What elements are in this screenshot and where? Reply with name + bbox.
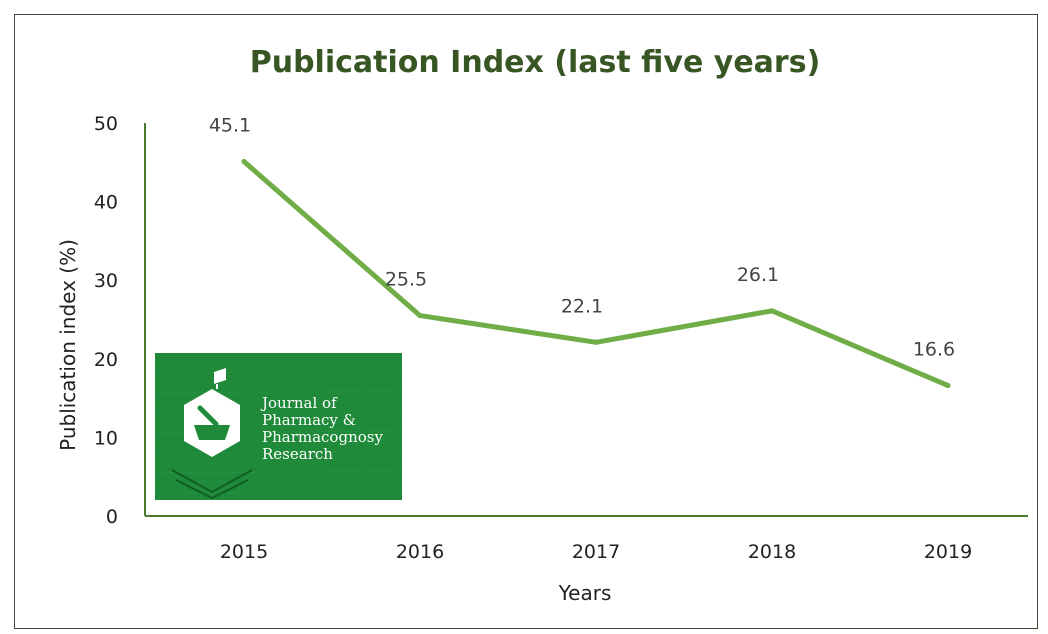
x-tick-label: 2018 (748, 541, 796, 563)
y-tick-label: 20 (94, 349, 118, 371)
data-point (593, 339, 599, 345)
data-points (241, 159, 951, 389)
y-tick-label: 50 (94, 113, 118, 135)
data-label: 25.5 (385, 269, 427, 291)
y-tick-label: 10 (94, 427, 118, 449)
x-tick-label: 2019 (924, 541, 972, 563)
chart-title: Publication Index (last five years) (250, 45, 821, 80)
x-tick-label: 2017 (572, 541, 620, 563)
x-axis-ticks: 2015 2016 2017 2018 2019 (220, 541, 972, 563)
logo-line-2: Pharmacy & (262, 411, 356, 429)
data-labels: 45.1 25.5 22.1 26.1 16.6 (209, 115, 955, 361)
data-point (417, 313, 423, 319)
y-tick-label: 0 (106, 506, 118, 528)
x-axis-title: Years (558, 581, 612, 605)
data-point (769, 308, 775, 314)
chart-frame (14, 14, 1038, 629)
data-label: 22.1 (561, 295, 603, 317)
y-axis-title: Publication index (%) (56, 239, 80, 451)
data-point (945, 383, 951, 389)
y-tick-label: 30 (94, 270, 118, 292)
data-label: 45.1 (209, 115, 251, 137)
data-point (241, 159, 247, 165)
journal-logo: Journal of Pharmacy & Pharmacognosy Rese… (154, 353, 403, 500)
series-line (241, 159, 951, 389)
y-tick-label: 40 (94, 192, 118, 214)
mortar-pestle-icon (171, 368, 253, 500)
data-label: 26.1 (737, 264, 779, 286)
logo-line-3: Pharmacognosy (262, 428, 383, 446)
data-label: 16.6 (913, 339, 955, 361)
x-tick-label: 2015 (220, 541, 268, 563)
logo-line-4: Research (262, 445, 333, 463)
x-tick-label: 2016 (396, 541, 444, 563)
logo-line-1: Journal of (260, 394, 338, 412)
y-axis-ticks: 0 10 20 30 40 50 (94, 113, 118, 528)
